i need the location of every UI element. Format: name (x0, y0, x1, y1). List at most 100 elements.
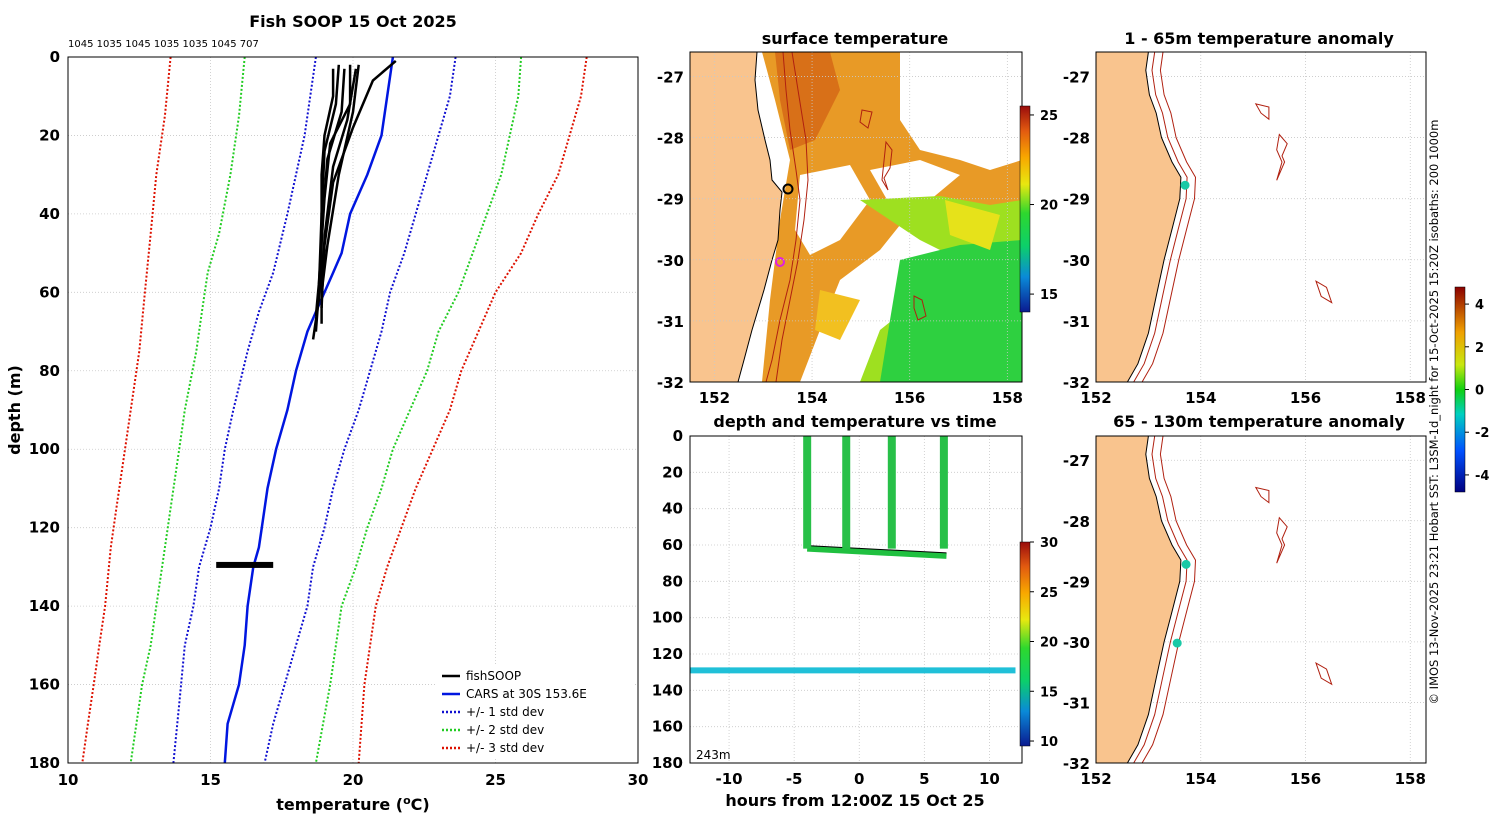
colorbar-tick-label: 4 (1475, 298, 1484, 313)
map-xtick-label: 158 (1395, 389, 1426, 407)
sst-title: surface temperature (762, 29, 949, 48)
map-xtick-label: 156 (894, 389, 925, 407)
map-ytick-label: -28 (657, 130, 684, 148)
anom-seamount (1254, 486, 1270, 504)
map-ytick-label: -31 (1063, 694, 1090, 712)
timeseries-xlabel: hours from 12:00Z 15 Oct 25 (725, 791, 984, 810)
ts-xtick-label: 5 (919, 770, 929, 788)
sst-seamount-1 (859, 109, 873, 129)
profile-ytick-label: 140 (29, 597, 60, 615)
anom-seamount (1276, 516, 1288, 564)
sst-cloud-mid (870, 160, 960, 205)
colorbar-tick-label: 25 (1040, 109, 1058, 124)
ts-xtick-label: -5 (786, 770, 803, 788)
timeseries-panel: depth and temperature vs time -10 -5 0 5 100… (652, 412, 1058, 810)
sst-yellow-patch (815, 290, 860, 340)
profile-xtick-label: 30 (628, 771, 649, 789)
map-xtick-label: 156 (1290, 770, 1321, 788)
legend-label: +/- 2 std dev (466, 723, 544, 737)
sst-cloud-west (795, 165, 870, 255)
map-ytick-label: -32 (657, 374, 684, 392)
map-ytick-label: -27 (1063, 68, 1090, 86)
colorbar-tick-label: 15 (1040, 685, 1058, 700)
colorbar-tick-label: 30 (1040, 536, 1058, 551)
profile-ylabel: depth (m) (5, 365, 24, 455)
ts-ytick-label: 60 (662, 536, 683, 554)
map-ytick-label: -29 (1063, 191, 1090, 209)
profile--1-std-dev-upper (263, 57, 457, 763)
sst-eddy (945, 200, 1000, 250)
ts-xtick-label: 10 (979, 770, 1000, 788)
legend-label: +/- 3 std dev (466, 741, 544, 755)
anom-profile-marker (1180, 180, 1190, 190)
anom-isobath-200 (1133, 436, 1188, 763)
credit-text: © IMOS 13-Nov-2025 23:21 Hobart SST: L3S… (1427, 120, 1441, 705)
sst-cool-east (880, 240, 1022, 382)
map-xtick-label: 152 (1080, 770, 1111, 788)
anom-seamount (1276, 133, 1288, 181)
profile-fishsoop-line (320, 68, 335, 324)
anom1-title: 1 - 65m temperature anomaly (1124, 29, 1394, 48)
sst-ticks: 152 154 156 158 -27 -28 -29 -30 -31 -32 (657, 68, 1023, 407)
legend-label: fishSOOP (466, 669, 521, 683)
map-xtick-label: 154 (796, 389, 827, 407)
ts-ytick-label: 100 (652, 609, 683, 627)
timeseries-data (690, 436, 1016, 674)
anom-coastline (1126, 436, 1182, 763)
profile--1-std-dev-lower (172, 57, 317, 763)
profile-fishsoop-deep-cluster (216, 561, 274, 568)
legend-label: CARS at 30S 153.6E (466, 687, 587, 701)
sst-map (690, 52, 1022, 382)
profile-frame (67, 56, 639, 764)
profile--2-std-dev-lower (129, 57, 246, 763)
anom2-title: 65 - 130m temperature anomaly (1113, 412, 1405, 431)
anom1-frame (1095, 51, 1427, 383)
anom-seamount (1254, 103, 1270, 121)
colorbar-tick-label: 0 (1475, 384, 1484, 399)
ts-descent-bar (939, 436, 948, 549)
ts-ytick-label: 120 (652, 645, 683, 663)
map-ytick-label: -27 (657, 68, 684, 86)
sst-land (690, 52, 782, 382)
sst-hot-north (775, 52, 840, 150)
sst-seamount-3 (913, 295, 927, 321)
map-xtick-label: 152 (699, 389, 730, 407)
anom-isobath-1000 (1141, 436, 1197, 763)
sst-coastline (737, 52, 783, 382)
map-ytick-label: -28 (1063, 513, 1090, 531)
ts-descent-bar (842, 436, 851, 549)
map-xtick-label: 158 (1395, 770, 1426, 788)
map-ytick-label: -27 (1063, 452, 1090, 470)
colorbar-tick-label: 10 (1040, 735, 1058, 750)
anom-coastline (1126, 52, 1182, 382)
profile-ytick-label: 20 (39, 126, 60, 144)
colorbar-tick-label: 20 (1040, 636, 1058, 651)
sst-cloud-ne (900, 52, 1022, 170)
map-xtick-label: 156 (1290, 389, 1321, 407)
profile-xtick-label: 25 (485, 771, 506, 789)
colorbar-tick-label: 25 (1040, 586, 1058, 601)
anom-profile-marker (1181, 559, 1191, 569)
map-xtick-label: 154 (1185, 389, 1216, 407)
profile-xtick-label: 10 (58, 771, 79, 789)
legend-label: +/- 1 std dev (466, 705, 544, 719)
map-ytick-label: -29 (657, 191, 684, 209)
map-xtick-label: 152 (1080, 389, 1111, 407)
profile-panel: Fish SOOP 15 Oct 2025 1045 1035 1045 103… (5, 12, 648, 814)
profile-ytick-label: 80 (39, 362, 60, 380)
anom-land (1096, 436, 1181, 763)
map-ytick-label: -32 (1063, 755, 1090, 773)
map-ytick-label: -30 (657, 252, 684, 270)
colorbar-tick-label: 2 (1475, 341, 1484, 356)
ts-ytick-label: 40 (662, 500, 683, 518)
sst-isobath-1000 (775, 52, 809, 382)
timeseries-grid (690, 435, 1022, 764)
timeseries-colorbar-ticks: 30 25 20 15 10 (1030, 536, 1058, 750)
anom2-frame (1095, 435, 1427, 764)
ts-ytick-label: 160 (652, 718, 683, 736)
anom2-panel: 65 - 130m temperature anomaly 152 154 156 1… (1063, 412, 1427, 788)
profile-fishsoop-line (320, 64, 360, 293)
ts-ytick-label: 20 (662, 463, 683, 481)
anom-isobath-1000 (1141, 52, 1197, 382)
